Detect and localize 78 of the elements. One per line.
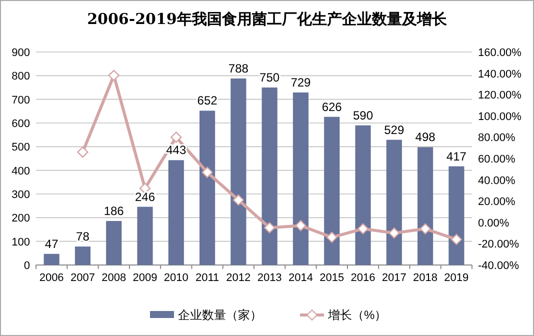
point bbox=[108, 70, 120, 82]
chart-title: 2006-2019年我国食用菌工厂化生产企业数量及增长 bbox=[87, 10, 448, 28]
point bbox=[202, 166, 213, 178]
data-label: 788 bbox=[228, 62, 249, 76]
y2-tick-label: 120.00% bbox=[478, 90, 522, 102]
bar bbox=[418, 147, 434, 265]
x-tick-label: 2008 bbox=[102, 272, 126, 284]
data-label: 246 bbox=[134, 190, 156, 204]
y2-tick-label: 20.00% bbox=[478, 196, 516, 208]
point bbox=[357, 223, 369, 234]
legend-label: 企业数量（家） bbox=[178, 308, 262, 322]
data-label: 78 bbox=[76, 230, 90, 244]
bar bbox=[168, 160, 184, 265]
bar bbox=[106, 220, 122, 265]
bar bbox=[74, 246, 90, 265]
y2-tick-label: 100.00% bbox=[478, 110, 522, 123]
data-label: 729 bbox=[290, 75, 312, 90]
data-label: 750 bbox=[260, 70, 280, 84]
y-tick-label: 800 bbox=[12, 70, 30, 83]
point bbox=[450, 234, 462, 246]
x-tick-label: 2019 bbox=[444, 272, 469, 284]
data-label: 498 bbox=[415, 130, 436, 144]
point bbox=[264, 222, 276, 234]
x-tick-label: 2007 bbox=[70, 272, 95, 284]
y2-tick-label: -40.00% bbox=[478, 260, 520, 272]
x-tick-label: 2015 bbox=[320, 272, 344, 284]
bar bbox=[448, 166, 464, 265]
data-label: 652 bbox=[197, 94, 218, 108]
bar bbox=[262, 88, 278, 265]
x-tick-label: 2016 bbox=[350, 272, 376, 284]
x-tick-label: 2012 bbox=[226, 272, 251, 284]
y2-tick-label: -20.00% bbox=[478, 238, 520, 251]
data-label: 529 bbox=[384, 122, 404, 137]
point bbox=[326, 232, 338, 243]
bar bbox=[386, 140, 402, 265]
y2-tick-label: 0.00% bbox=[478, 217, 510, 230]
data-label: 186 bbox=[104, 204, 124, 218]
x-tick-label: 2018 bbox=[413, 272, 438, 284]
data-label: 626 bbox=[322, 100, 342, 114]
y-tick-label: 600 bbox=[12, 118, 30, 130]
data-label: 47 bbox=[44, 236, 59, 251]
y2-tick-label: 160.00% bbox=[478, 47, 522, 59]
y-tick-label: 400 bbox=[12, 165, 30, 178]
point bbox=[295, 220, 306, 232]
point bbox=[77, 146, 88, 158]
y-tick-label: 200 bbox=[12, 212, 30, 225]
point bbox=[388, 227, 400, 239]
point bbox=[420, 223, 431, 234]
y-tick-label: 100 bbox=[12, 236, 30, 248]
x-tick-label: 2013 bbox=[257, 272, 282, 284]
y-tick-label: 300 bbox=[12, 189, 30, 201]
bar bbox=[230, 78, 246, 265]
data-label: 590 bbox=[352, 108, 374, 122]
x-tick-label: 2010 bbox=[164, 272, 188, 284]
x-tick-label: 2014 bbox=[288, 272, 313, 284]
x-tick-label: 2006 bbox=[39, 272, 64, 284]
y2-tick-label: 140.00% bbox=[478, 68, 522, 80]
data-label: 417 bbox=[446, 149, 467, 164]
y2-tick-label: 80.00% bbox=[478, 132, 516, 144]
y-tick-label: 700 bbox=[12, 94, 30, 106]
bar bbox=[200, 110, 216, 265]
bar bbox=[44, 254, 60, 265]
y-tick-label: 900 bbox=[12, 47, 30, 59]
bar bbox=[355, 125, 371, 265]
y2-tick-label: 60.00% bbox=[478, 154, 516, 166]
bar bbox=[292, 92, 308, 265]
point bbox=[232, 194, 244, 206]
bar bbox=[324, 116, 340, 265]
bar bbox=[137, 206, 153, 265]
y-tick-label: 0 bbox=[24, 260, 30, 272]
x-tick-label: 2009 bbox=[132, 272, 158, 284]
data-label: 443 bbox=[166, 143, 186, 158]
y2-tick-label: 40.00% bbox=[478, 174, 516, 187]
legend-label: 增长（%） bbox=[327, 308, 387, 322]
x-tick-label: 2017 bbox=[382, 272, 406, 284]
y-tick-label: 500 bbox=[12, 142, 30, 154]
point bbox=[170, 132, 182, 143]
x-tick-label: 2011 bbox=[195, 272, 220, 284]
